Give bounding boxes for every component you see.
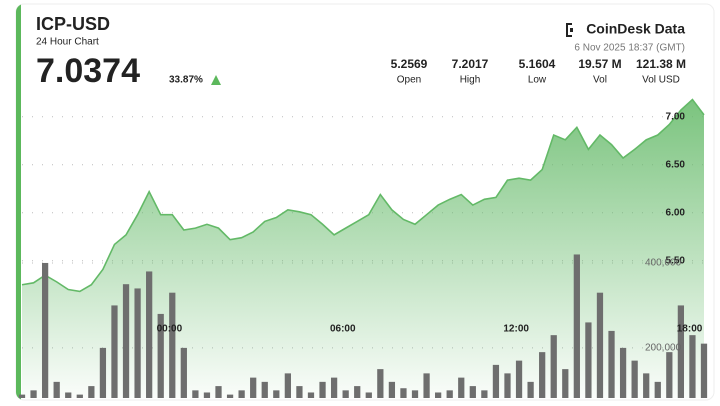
up-arrow [211,75,221,85]
volume-bar [515,360,523,398]
plot: 5.50 6.00 6.50 7.00 200,000 400,000 00:00 06:00… [18,98,708,398]
volume-bar [423,373,430,398]
area-fill [22,99,704,398]
volume-bar [562,369,569,398]
volume-bar [296,386,303,398]
volume-bar [122,284,130,398]
y2-tick-label: 400,000 [645,258,682,269]
volume-bar [596,292,604,398]
volume-bar [53,381,60,398]
volume-bar [250,377,257,398]
brand: CoinDesk Data [586,21,685,37]
y-tick-label: 5.50 [666,255,686,266]
change: 33.87% [169,75,203,86]
volume-bar [157,313,164,398]
symbol: ICP-USD [36,14,110,34]
volume-bar [550,335,557,398]
volume-bar [631,360,638,398]
volume-bar [388,381,396,398]
volume-bar [88,386,95,398]
volume-bar [238,390,245,398]
stat-value: 121.38 M [636,57,686,71]
stat-value: 5.1604 [519,57,556,71]
volume-bar [41,262,49,398]
y-tick-label: 6.00 [666,207,686,218]
x-tick-label: 00:00 [157,324,183,335]
volume-bar [619,347,627,398]
volume-bar [273,390,280,398]
volume-bar [527,381,534,398]
volume-bar [504,373,511,398]
card-accent [16,4,21,400]
volume-bar [169,292,176,398]
volume-bar [261,381,268,398]
volume-bar [689,335,696,398]
volume-bar [215,386,222,398]
stat-label: Low [528,75,547,86]
volume-bar [319,381,326,398]
volume-bar [192,390,199,398]
volume-bar [411,390,419,398]
volume-bar [146,271,153,398]
volume-bar [134,288,141,398]
volume-bar [700,343,708,398]
y-tick-label: 6.50 [666,159,686,170]
volume-bar [18,394,26,398]
stat-value: 19.57 M [578,57,621,71]
volume-bar [585,322,592,398]
stat-label: Vol [593,75,607,86]
x-tick-label: 18:00 [677,324,703,335]
y2-tick-label: 200,000 [645,343,682,354]
volume-bar [342,390,349,398]
stat-value: 7.2017 [452,57,489,71]
volume-bar [180,347,187,398]
price-line [21,98,705,293]
volume-bar [65,392,72,398]
volume-bar [643,373,650,398]
y-tick-label: 7.00 [666,111,686,122]
volume-bar [111,305,118,398]
volume-bar [677,305,685,398]
volume-bar [30,390,37,398]
volume-bar [226,394,234,398]
volume-bar [469,386,476,398]
x-tick-label: 06:00 [330,324,356,335]
volume-bar [654,381,661,398]
volume-bar [365,392,372,398]
volume-bar [446,390,453,398]
volume-bar [307,392,315,398]
volume-bar [76,394,83,398]
volume-bar [377,369,384,398]
volume-bar [203,392,211,398]
stat-value: 5.2569 [391,57,428,71]
volume-bar [573,254,580,398]
stats: 5.2569 Open 7.2017 High 5.1604 Low 19.57 M Vol 1… [391,57,686,85]
timestamp: 6 Nov 2025 18:37 (GMT) [574,43,685,54]
volume-bar [481,390,488,398]
volume-bar [99,347,107,398]
volume-bar [400,388,407,398]
stat-label: Vol USD [642,75,680,86]
price: 7.0374 [36,52,140,90]
volume-bar [608,330,615,398]
volume-bar [354,386,361,398]
stat-label: High [460,75,481,86]
volume-bar [330,377,338,398]
volume-bar [284,373,291,398]
stat-label: Open [397,75,421,86]
x-tick-label: 12:00 [503,324,529,335]
subtitle: 24 Hour Chart [36,37,99,48]
volume-bar [492,364,500,398]
volume-bar [666,352,673,398]
volume-bar [539,352,546,398]
volume-bar [435,392,442,398]
volume-bar [458,377,465,398]
brand-icon [566,23,573,37]
